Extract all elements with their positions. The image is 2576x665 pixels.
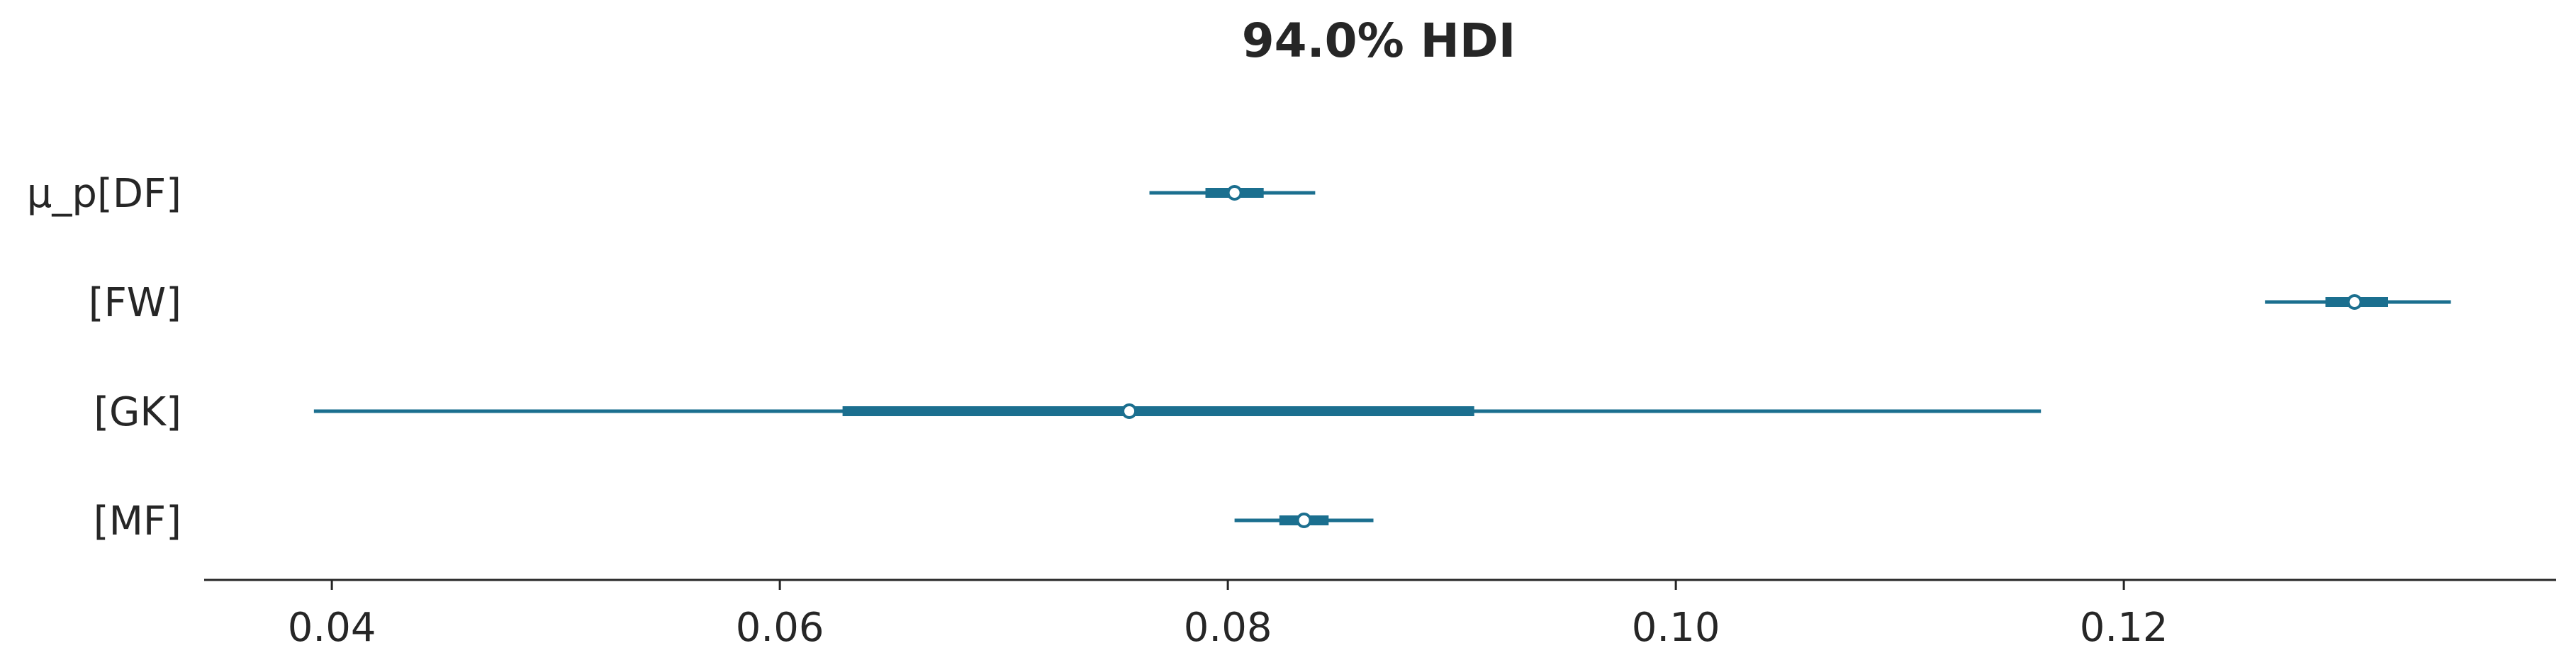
forest-row: [FW] [89, 280, 2451, 326]
row-label: [GK] [94, 389, 181, 435]
forest-rows: μ_p[DF] [FW] [GK] [MF] [27, 171, 2451, 544]
forest-row: μ_p[DF] [27, 171, 1316, 217]
x-tick-label: 0.04 [288, 605, 376, 651]
point-estimate-marker [1296, 513, 1312, 528]
row-label: [FW] [89, 280, 181, 326]
point-estimate-marker [1226, 185, 1243, 201]
row-label: μ_p[DF] [27, 171, 181, 217]
x-tick-label: 0.06 [736, 605, 824, 651]
x-axis: 0.04 0.06 0.08 0.10 0.12 [204, 579, 2556, 651]
forest-row: [GK] [94, 389, 2042, 435]
point-estimate-marker [2346, 294, 2363, 310]
forest-row: [MF] [94, 498, 1374, 544]
point-estimate-marker [1121, 403, 1138, 419]
x-tick-label: 0.08 [1184, 605, 1272, 651]
row-label: [MF] [94, 498, 181, 544]
x-tick-label: 0.10 [1632, 605, 1720, 651]
chart-title: 94.0% HDI [1242, 13, 1516, 68]
x-tick-label: 0.12 [2080, 605, 2168, 651]
